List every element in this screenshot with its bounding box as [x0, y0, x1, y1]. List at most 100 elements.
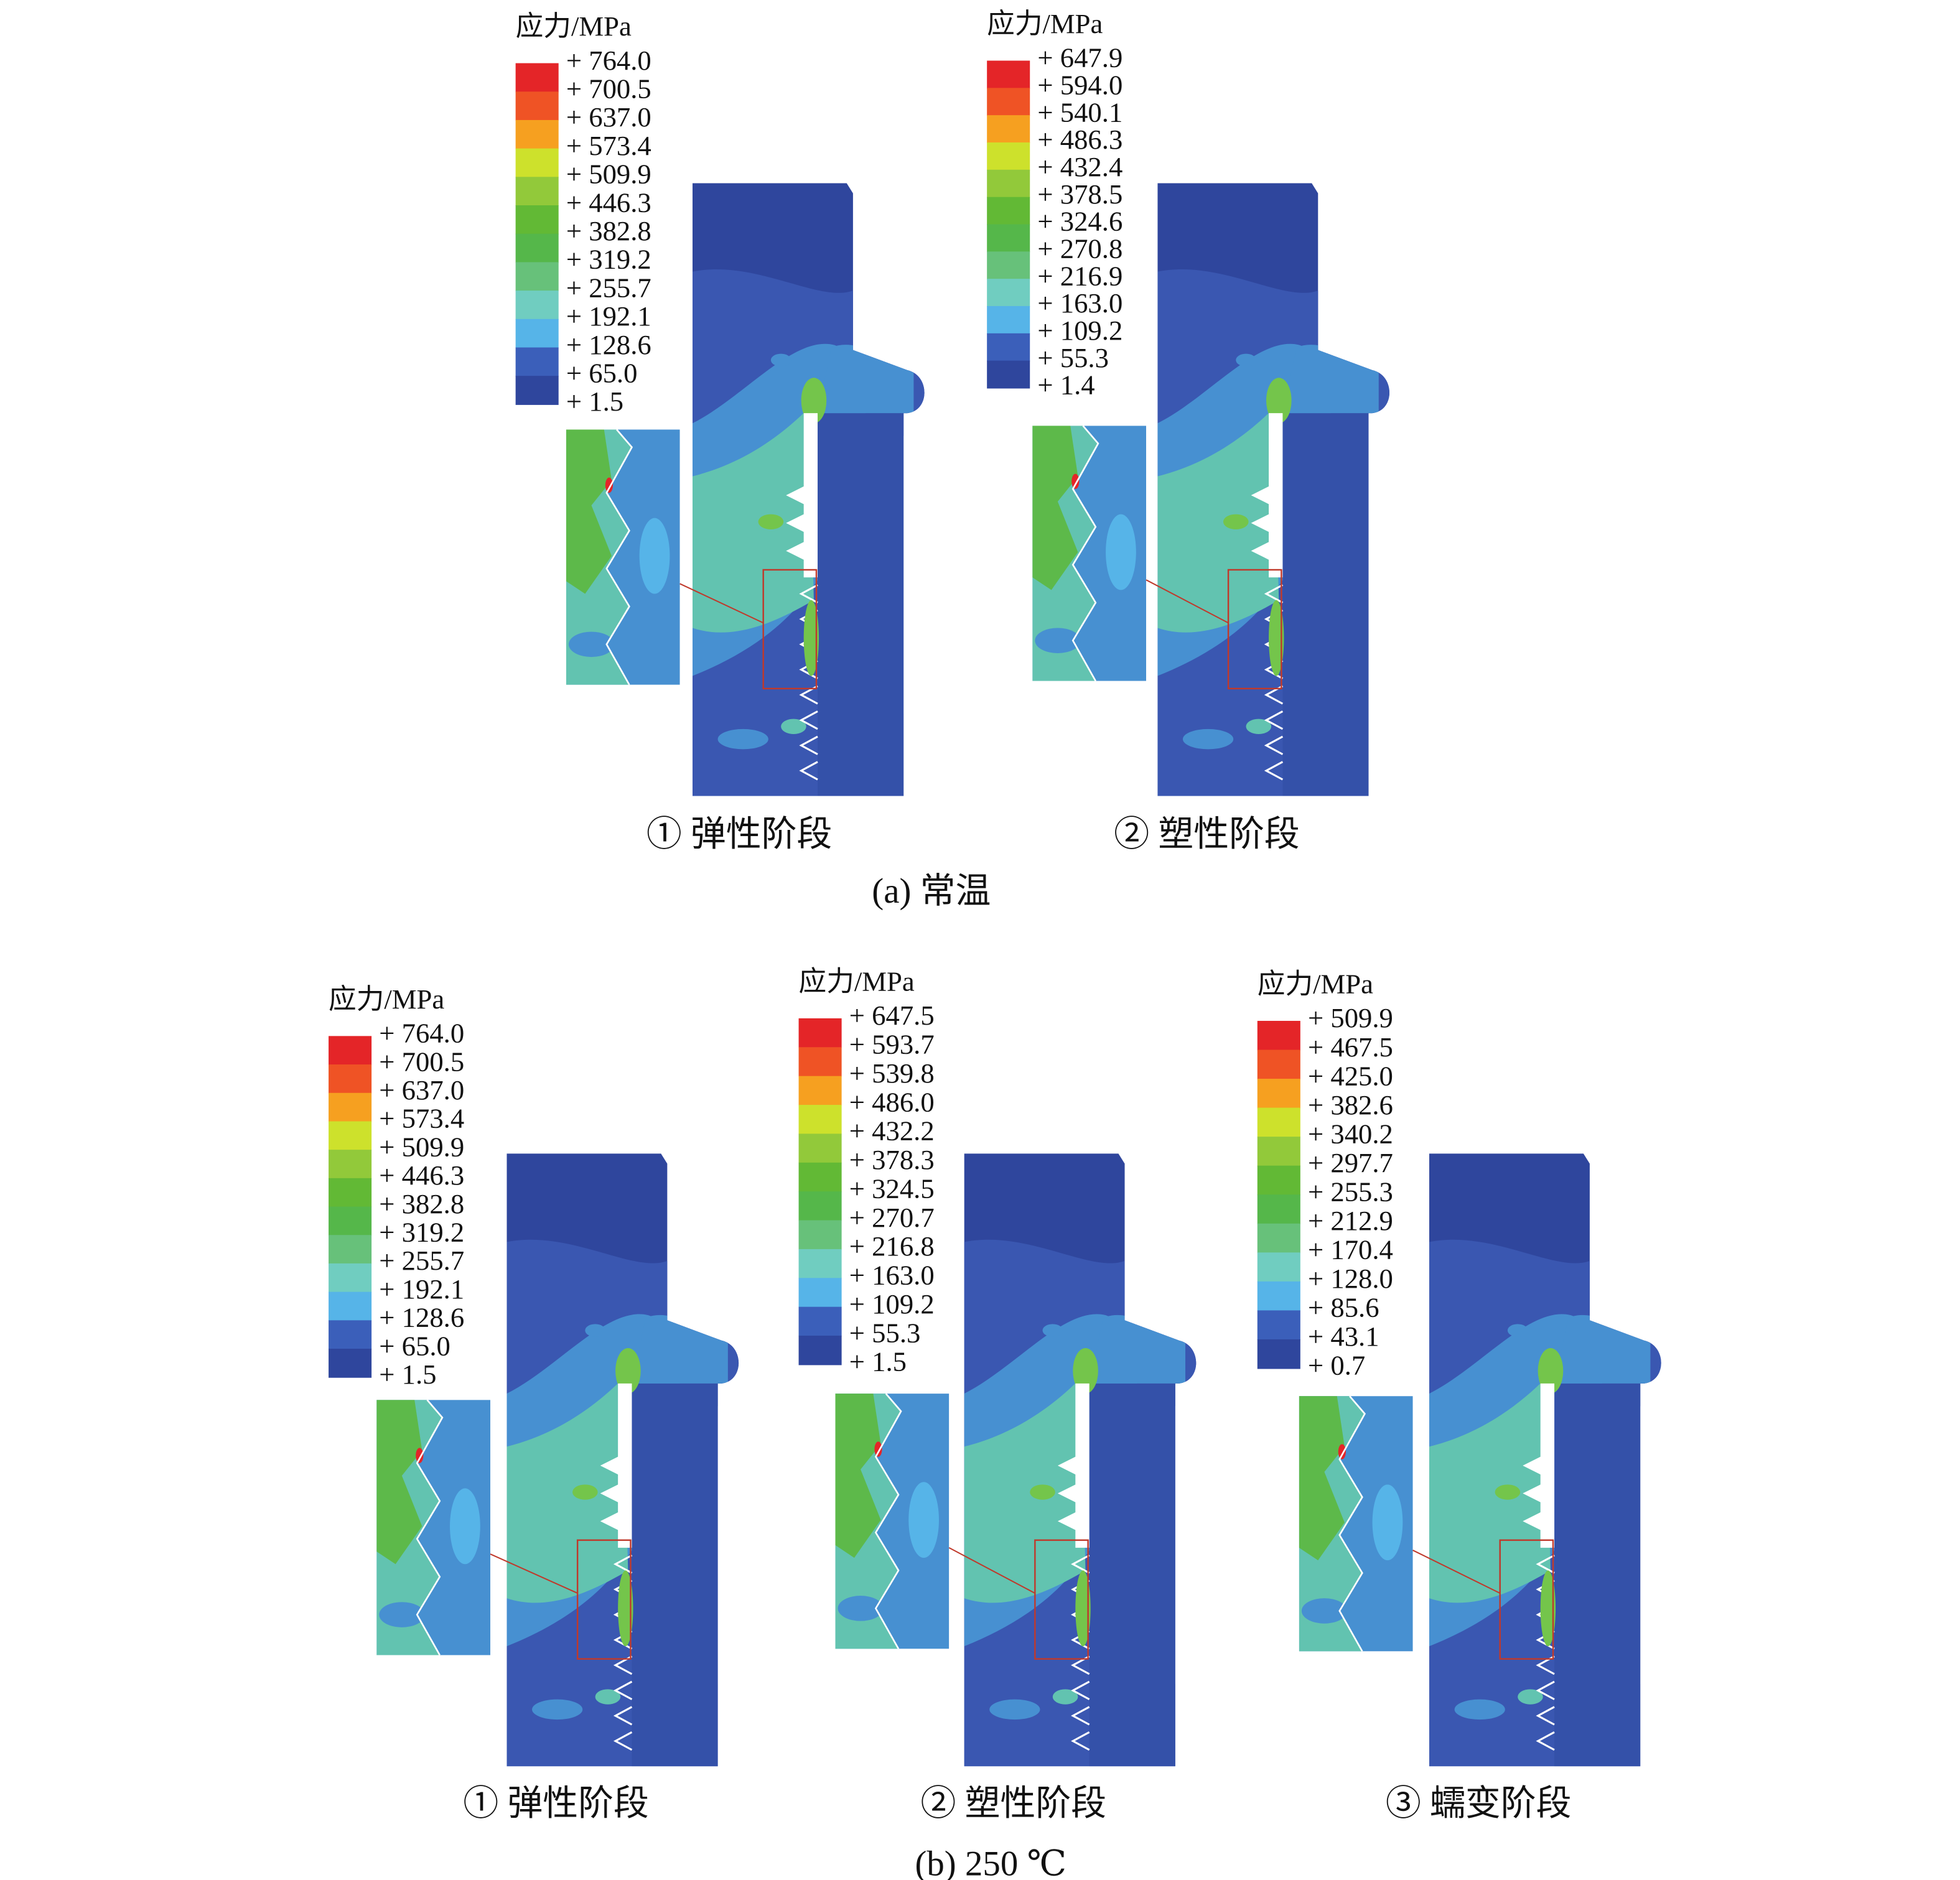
- thread-tooth: [1264, 584, 1284, 604]
- legend-label: + 170.4: [1308, 1234, 1393, 1265]
- legend-swatch: [798, 1105, 842, 1135]
- thread-tooth: [1264, 735, 1284, 755]
- contour-region: [692, 407, 814, 633]
- model: [692, 183, 925, 796]
- legend-label: + 382.8: [379, 1188, 464, 1219]
- contour-region: [1089, 1383, 1186, 1767]
- legend-label: + 540.1: [1037, 96, 1122, 128]
- connector: [1412, 1550, 1501, 1594]
- legend-label: + 128.0: [1308, 1263, 1393, 1294]
- panel: 应力/MPa+ 509.9+ 467.5+ 425.0+ 382.6+ 340.…: [1257, 968, 1661, 1823]
- contour-region: [1282, 413, 1379, 796]
- panel-caption: ② 塑性阶段: [1114, 815, 1300, 854]
- legend-label: + 637.0: [566, 101, 651, 133]
- legend-label: + 270.8: [1037, 233, 1122, 264]
- legend-label: + 637.0: [379, 1074, 464, 1105]
- legend-label: + 65.0: [566, 357, 638, 388]
- legend-swatch: [798, 1162, 842, 1193]
- zoom-inset: [835, 1394, 950, 1649]
- contour-region: [1052, 1689, 1078, 1705]
- inset: [566, 429, 680, 685]
- contour-region: [639, 518, 670, 594]
- contour-region: [1269, 600, 1284, 676]
- thread-edge: [1338, 1396, 1366, 1652]
- legend-swatch: [515, 148, 559, 178]
- legend-label: + 382.8: [566, 215, 651, 246]
- legend-label: + 109.2: [849, 1288, 935, 1319]
- legend-label: + 43.1: [1308, 1321, 1379, 1352]
- legend-swatch: [987, 251, 1030, 280]
- contour-region: [1338, 1444, 1346, 1459]
- thread-tooth: [799, 761, 818, 781]
- legend-swatch: [515, 63, 559, 93]
- legend-swatch: [798, 1076, 842, 1106]
- thread-tooth: [613, 1706, 633, 1726]
- legend-swatch: [987, 333, 1030, 361]
- legend-swatch: [515, 233, 559, 263]
- connector: [490, 1553, 578, 1594]
- legend-swatch: [515, 205, 559, 235]
- contour-region: [1495, 1484, 1521, 1500]
- legend-label: + 432.4: [1037, 151, 1122, 182]
- legend-swatch: [798, 1047, 842, 1077]
- legend-label: + 509.9: [379, 1131, 464, 1162]
- contour-region: [595, 1689, 621, 1705]
- legend-swatch: [987, 224, 1030, 253]
- legend-swatch: [329, 1263, 372, 1293]
- legend-swatch: [329, 1178, 372, 1208]
- legend-label: + 324.6: [1037, 206, 1122, 237]
- legend-label: + 216.8: [849, 1231, 935, 1262]
- contour-region: [874, 1441, 882, 1457]
- legend-label: + 509.9: [566, 159, 651, 190]
- contour-region: [1075, 1570, 1091, 1647]
- contour-region: [1429, 1378, 1551, 1603]
- legend-swatch: [987, 60, 1030, 89]
- legend-swatch: [798, 1220, 842, 1250]
- panel-caption: ③ 蠕变阶段: [1386, 1784, 1572, 1823]
- legend-label: + 128.6: [566, 329, 651, 360]
- contour-region: [506, 1378, 628, 1603]
- contour-region: [632, 1315, 728, 1384]
- thread-tooth: [613, 1554, 633, 1574]
- legend-swatch: [329, 1206, 372, 1236]
- inset: [376, 1400, 491, 1655]
- legend-label: + 319.2: [379, 1216, 464, 1247]
- legend-label: + 128.6: [379, 1302, 464, 1333]
- legend-label: + 1.4: [1037, 370, 1094, 401]
- legend-label: + 255.3: [1308, 1176, 1393, 1207]
- stress-contour: [1429, 1153, 1661, 1767]
- contour-region: [572, 1484, 598, 1500]
- zoom-inset: [566, 429, 680, 685]
- legend-label: + 764.0: [379, 1018, 464, 1049]
- contour-region: [1106, 514, 1136, 590]
- contour-region: [1518, 1689, 1543, 1705]
- contour-region: [632, 1383, 728, 1767]
- contour-region: [1507, 1324, 1528, 1337]
- legend-swatch: [515, 347, 559, 377]
- legend-label: + 647.5: [849, 1000, 935, 1031]
- thread-tooth: [613, 1680, 633, 1700]
- slot: [1251, 413, 1283, 578]
- legend-swatch: [987, 279, 1030, 307]
- contour-region: [1301, 1598, 1347, 1624]
- legend-swatch: [1257, 1194, 1300, 1224]
- stress-contour: [692, 183, 925, 796]
- legend-swatch: [987, 88, 1030, 116]
- legend-label: + 378.5: [1037, 179, 1122, 210]
- connector: [948, 1547, 1035, 1594]
- thread-edge: [874, 1394, 902, 1649]
- contour-region: [838, 1596, 884, 1621]
- legend-swatch: [1257, 1165, 1300, 1196]
- contour-region: [1073, 1347, 1098, 1394]
- contour-region: [532, 1699, 583, 1720]
- contour-region: [1030, 1484, 1055, 1500]
- thread-tooth: [1071, 1706, 1090, 1726]
- contour-region: [615, 1347, 641, 1394]
- legend-label: + 1.5: [849, 1346, 907, 1377]
- zoom-inset: [1032, 426, 1147, 681]
- legend-label: + 446.3: [566, 187, 651, 218]
- legend-label: + 378.3: [849, 1144, 935, 1175]
- group-caption: (a) 常温: [872, 872, 991, 911]
- legend-swatch: [515, 319, 559, 348]
